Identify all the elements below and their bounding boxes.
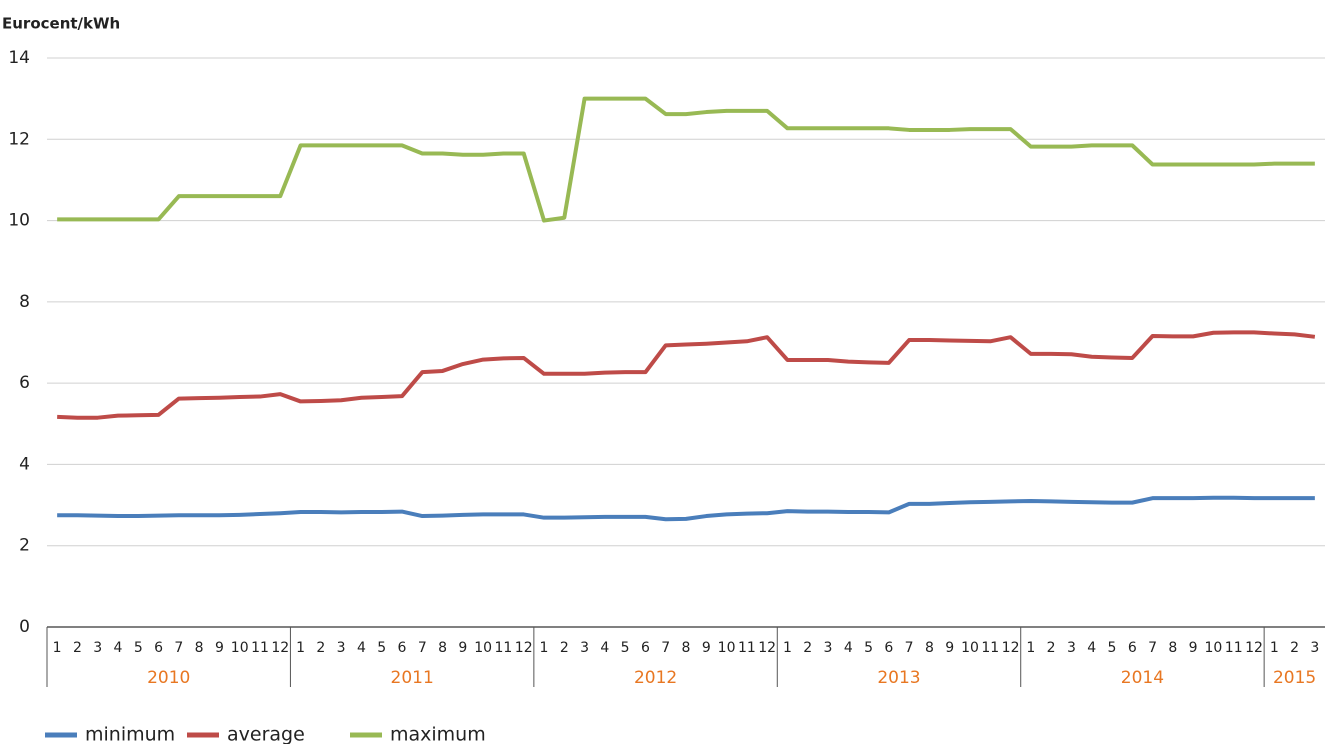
x-tick-label: 2 bbox=[803, 640, 812, 656]
x-tick-label: 12 bbox=[515, 640, 533, 656]
y-tick-label: 8 bbox=[19, 292, 30, 312]
x-tick-label: 7 bbox=[905, 640, 914, 656]
x-tick-label: 10 bbox=[961, 640, 979, 656]
x-tick-label: 11 bbox=[981, 640, 999, 656]
x-tick-label: 5 bbox=[1108, 640, 1117, 656]
group-label: 2010 bbox=[147, 668, 190, 688]
x-tick-label: 5 bbox=[864, 640, 873, 656]
y-tick-label: 14 bbox=[8, 48, 30, 68]
series-line bbox=[57, 330, 1316, 420]
x-tick-label: 1 bbox=[783, 640, 792, 656]
x-tick-label: 8 bbox=[1168, 640, 1177, 656]
x-tick-label: 2 bbox=[316, 640, 325, 656]
x-tick-label: 9 bbox=[702, 640, 711, 656]
group-label: 2015 bbox=[1273, 668, 1316, 688]
x-tick-label: 7 bbox=[661, 640, 670, 656]
series-line bbox=[57, 495, 1315, 522]
x-tick-label: 9 bbox=[458, 640, 467, 656]
x-tick-label: 10 bbox=[231, 640, 249, 656]
x-tick-label: 1 bbox=[53, 640, 62, 656]
legend-label: average bbox=[227, 724, 305, 744]
legend-label: maximum bbox=[390, 724, 486, 744]
x-tick-label: 3 bbox=[1067, 640, 1076, 656]
x-tick-label: 10 bbox=[718, 640, 736, 656]
x-tick-label: 12 bbox=[758, 640, 776, 656]
x-tick-label: 2 bbox=[73, 640, 82, 656]
x-tick-label: 12 bbox=[271, 640, 289, 656]
x-tick-label: 6 bbox=[641, 640, 650, 656]
x-tick-label: 8 bbox=[438, 640, 447, 656]
x-tick-label: 4 bbox=[844, 640, 853, 656]
group-label: 2012 bbox=[634, 668, 677, 688]
x-tick-label: 6 bbox=[1128, 640, 1137, 656]
x-tick-label: 11 bbox=[1225, 640, 1243, 656]
x-tick-label: 4 bbox=[357, 640, 366, 656]
x-tick-label: 1 bbox=[540, 640, 549, 656]
group-label: 2011 bbox=[391, 668, 434, 688]
x-tick-label: 3 bbox=[1310, 640, 1319, 656]
x-tick-label: 3 bbox=[824, 640, 833, 656]
series-line bbox=[57, 96, 1315, 223]
x-tick-label: 8 bbox=[195, 640, 204, 656]
x-tick-label: 11 bbox=[495, 640, 513, 656]
x-tick-label: 4 bbox=[600, 640, 609, 656]
x-tick-label: 6 bbox=[154, 640, 163, 656]
x-tick-label: 7 bbox=[418, 640, 427, 656]
x-tick-label: 9 bbox=[1189, 640, 1198, 656]
group-label: 2013 bbox=[877, 668, 920, 688]
x-tick-label: 11 bbox=[251, 640, 269, 656]
x-tick-label: 1 bbox=[296, 640, 305, 656]
x-tick-label: 4 bbox=[114, 640, 123, 656]
x-tick-label: 6 bbox=[884, 640, 893, 656]
x-tick-label: 2 bbox=[1047, 640, 1056, 656]
x-tick-label: 4 bbox=[1087, 640, 1096, 656]
x-tick-label: 5 bbox=[621, 640, 630, 656]
x-tick-label: 2 bbox=[560, 640, 569, 656]
x-tick-label: 8 bbox=[925, 640, 934, 656]
x-tick-label: 3 bbox=[337, 640, 346, 656]
x-tick-label: 9 bbox=[215, 640, 224, 656]
x-tick-label: 2 bbox=[1290, 640, 1299, 656]
y-tick-label: 0 bbox=[19, 617, 30, 637]
legend-label: minimum bbox=[85, 724, 175, 744]
x-tick-label: 9 bbox=[945, 640, 954, 656]
group-label: 2014 bbox=[1121, 668, 1164, 688]
x-tick-label: 3 bbox=[580, 640, 589, 656]
y-tick-label: 12 bbox=[8, 129, 30, 149]
x-tick-label: 11 bbox=[738, 640, 756, 656]
x-tick-label: 12 bbox=[1002, 640, 1020, 656]
x-tick-label: 8 bbox=[682, 640, 691, 656]
y-axis-label: Eurocent/kWh bbox=[2, 15, 120, 33]
x-tick-label: 5 bbox=[134, 640, 143, 656]
x-tick-label: 6 bbox=[398, 640, 407, 656]
x-tick-label: 1 bbox=[1270, 640, 1279, 656]
x-tick-label: 7 bbox=[174, 640, 183, 656]
x-tick-label: 3 bbox=[93, 640, 102, 656]
y-tick-label: 4 bbox=[19, 454, 30, 474]
x-tick-label: 10 bbox=[474, 640, 492, 656]
y-tick-label: 6 bbox=[19, 373, 30, 393]
y-tick-label: 10 bbox=[8, 211, 30, 231]
x-tick-label: 5 bbox=[377, 640, 386, 656]
x-tick-label: 1 bbox=[1026, 640, 1035, 656]
x-tick-label: 10 bbox=[1205, 640, 1223, 656]
x-tick-label: 12 bbox=[1245, 640, 1263, 656]
x-tick-label: 7 bbox=[1148, 640, 1157, 656]
y-tick-label: 2 bbox=[19, 536, 30, 556]
